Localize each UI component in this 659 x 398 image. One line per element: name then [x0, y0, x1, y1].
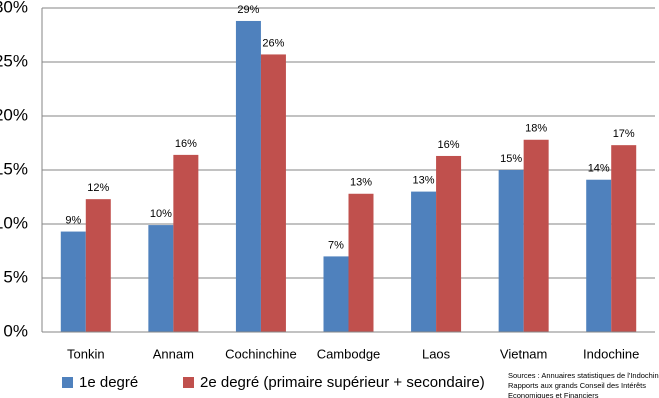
x-tick-label: Annam	[153, 346, 194, 361]
bar	[173, 154, 199, 332]
x-tick-label: Laos	[422, 346, 451, 361]
value-label: 7%	[328, 239, 344, 251]
value-label: 13%	[350, 177, 372, 189]
value-label: 9%	[65, 214, 81, 226]
y-tick-label: 30%	[0, 0, 28, 16]
x-tick-label: Cambodge	[317, 346, 381, 361]
y-tick-label: 10%	[0, 213, 28, 232]
bar	[498, 170, 524, 332]
x-tick-label: Tonkin	[67, 346, 105, 361]
bar	[523, 139, 549, 332]
source-note: Economiques et Financiers	[508, 391, 599, 398]
x-tick-label: Indochine	[583, 346, 639, 361]
value-label: 13%	[413, 175, 435, 187]
legend-swatch	[183, 377, 194, 388]
bar	[436, 155, 462, 332]
x-tick-label: Vietnam	[500, 346, 547, 361]
bar	[260, 54, 286, 332]
y-tick-label: 25%	[0, 51, 28, 70]
value-label: 10%	[150, 208, 172, 220]
x-tick-label: Cochinchine	[225, 346, 297, 361]
bar	[411, 191, 437, 332]
value-label: 29%	[237, 4, 259, 16]
value-label: 12%	[87, 182, 109, 194]
value-label: 17%	[613, 128, 635, 140]
bar	[235, 20, 261, 333]
y-tick-label: 5%	[3, 267, 28, 286]
source-note: Sources : Annuaires statistiques de l'In…	[508, 371, 659, 380]
value-label: 26%	[262, 37, 284, 49]
bar	[323, 256, 349, 332]
value-label: 18%	[525, 123, 547, 135]
value-label: 15%	[500, 153, 522, 165]
bar	[348, 193, 374, 332]
bar	[586, 179, 612, 332]
bar	[85, 199, 111, 332]
bar	[148, 225, 174, 332]
bar	[60, 231, 86, 332]
y-tick-label: 0%	[3, 321, 28, 340]
bar	[611, 145, 637, 332]
value-label: 16%	[175, 138, 197, 150]
value-label: 16%	[438, 139, 460, 151]
source-note: Rapports aux grands Conseil des Intérêts	[508, 381, 646, 390]
y-tick-label: 20%	[0, 105, 28, 124]
value-label: 14%	[588, 163, 610, 175]
legend-label: 2e degré (primaire supérieur + secondair…	[200, 374, 485, 391]
legend-label: 1e degré	[79, 374, 138, 391]
y-tick-label: 15%	[0, 159, 28, 178]
legend-swatch	[62, 377, 73, 388]
